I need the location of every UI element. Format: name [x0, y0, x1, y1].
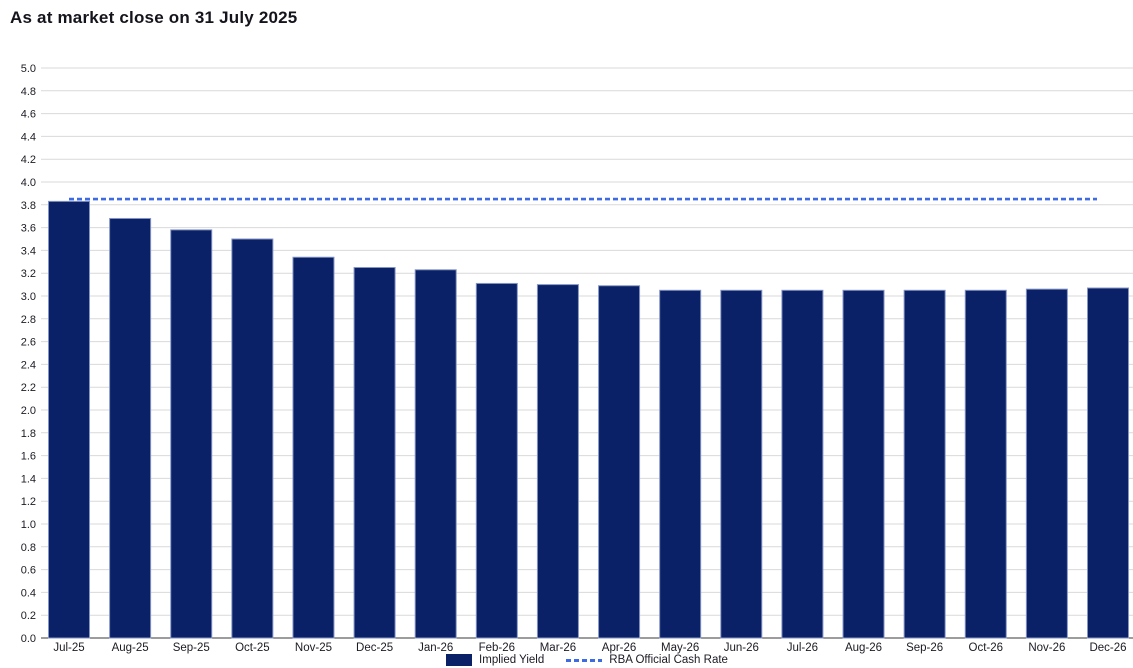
x-tick-label: Jul-25	[53, 642, 84, 654]
x-tick-label: Nov-26	[1028, 642, 1065, 654]
x-tick-label: Aug-26	[845, 642, 882, 654]
y-tick-label: 4.8	[21, 86, 36, 98]
y-tick-label: 1.6	[21, 451, 36, 463]
y-tick-label: 2.6	[21, 337, 36, 349]
implied-yield-swatch-icon	[446, 654, 473, 666]
bar-Dec-25	[353, 267, 396, 639]
bar-Oct-25	[231, 238, 274, 639]
bar-Oct-26	[964, 289, 1007, 639]
chart-title: As at market close on 31 July 2025	[10, 8, 298, 27]
y-tick-label: 1.8	[21, 428, 36, 440]
x-tick-label: Dec-25	[356, 642, 393, 654]
legend-label-implied-yield: Implied Yield	[479, 654, 545, 666]
x-tick-label: Aug-25	[112, 642, 149, 654]
bar-Dec-26	[1087, 287, 1129, 639]
bar-Nov-25	[292, 256, 335, 639]
bar-Jul-26	[781, 289, 824, 639]
bar-Mar-26	[536, 284, 579, 639]
y-tick-label: 4.4	[21, 131, 36, 143]
y-tick-label: 4.0	[21, 177, 36, 189]
y-tick-label: 0.6	[21, 565, 36, 577]
x-tick-label: Jul-26	[787, 642, 818, 654]
y-tick-label: 3.4	[21, 245, 36, 257]
bar-Aug-26	[842, 289, 885, 639]
y-tick-label: 4.6	[21, 109, 36, 121]
y-tick-label: 2.0	[21, 405, 36, 417]
y-tick-label: 1.2	[21, 496, 36, 508]
y-tick-label: 3.6	[21, 223, 36, 235]
y-tick-label: 1.0	[21, 519, 36, 531]
y-tick-label: 3.0	[21, 291, 36, 303]
legend-item-cash-rate: RBA Official Cash Rate	[566, 654, 728, 666]
bar-Sep-26	[903, 289, 946, 639]
x-tick-label: May-26	[661, 642, 699, 654]
x-tick-label: Feb-26	[479, 642, 515, 654]
dashed-line-swatch-icon	[566, 658, 603, 662]
y-tick-label: 0.4	[21, 587, 36, 599]
bar-Jul-25	[48, 200, 90, 639]
x-tick-label: Nov-25	[295, 642, 332, 654]
y-tick-label: 0.2	[21, 610, 36, 622]
y-tick-label: 3.2	[21, 268, 36, 280]
legend-label-cash-rate: RBA Official Cash Rate	[609, 654, 728, 666]
bar-May-26	[659, 289, 702, 639]
x-tick-label: Sep-25	[173, 642, 210, 654]
bar-Sep-25	[170, 229, 213, 639]
y-tick-label: 2.4	[21, 359, 36, 371]
x-tick-label: Sep-26	[906, 642, 943, 654]
bar-Nov-26	[1025, 288, 1068, 639]
y-tick-label: 0.8	[21, 542, 36, 554]
x-tick-label: Dec-26	[1089, 642, 1126, 654]
y-tick-label: 5.0	[21, 63, 36, 75]
y-tick-label: 1.4	[21, 473, 36, 485]
legend-item-implied-yield: Implied Yield	[446, 654, 544, 666]
x-tick-label: Oct-25	[235, 642, 270, 654]
bar-Aug-25	[109, 217, 152, 639]
y-tick-label: 0.0	[21, 633, 36, 645]
y-tick-label: 2.8	[21, 314, 36, 326]
bar-Apr-26	[598, 285, 641, 639]
bar-Jun-26	[720, 289, 763, 639]
x-tick-label: Mar-26	[540, 642, 576, 654]
x-tick-label: Oct-26	[969, 642, 1004, 654]
y-tick-label: 4.2	[21, 154, 36, 166]
x-tick-label: Apr-26	[602, 642, 637, 654]
bar-Feb-26	[475, 282, 518, 639]
legend: Implied Yield RBA Official Cash Rate	[41, 652, 1133, 668]
y-tick-label: 3.8	[21, 200, 36, 212]
x-tick-label: Jan-26	[418, 642, 453, 654]
y-tick-label: 2.2	[21, 382, 36, 394]
bar-Jan-26	[414, 269, 457, 639]
x-tick-label: Jun-26	[724, 642, 759, 654]
